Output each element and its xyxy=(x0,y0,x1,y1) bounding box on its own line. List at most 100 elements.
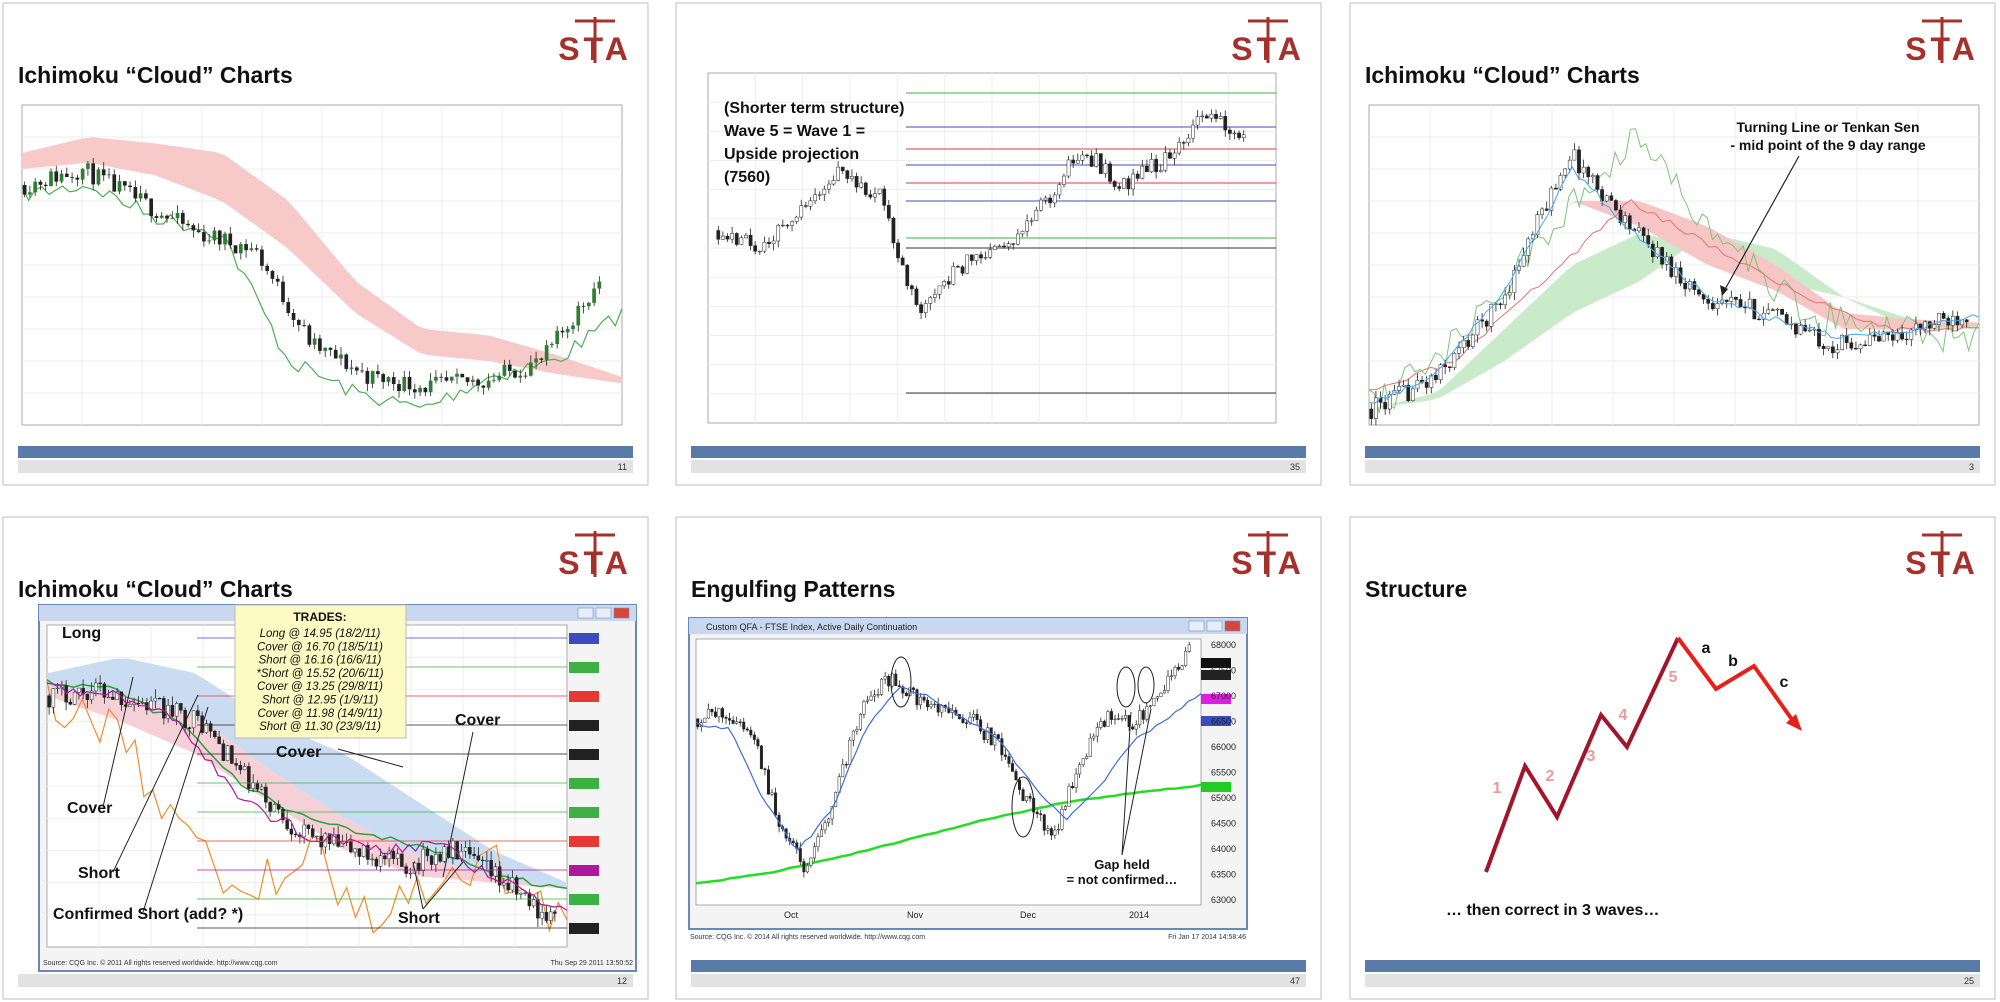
candle-body xyxy=(378,855,383,867)
candle-body xyxy=(798,848,802,862)
candle-body xyxy=(1177,142,1182,154)
cloud xyxy=(47,658,567,890)
arrow xyxy=(1121,711,1132,856)
candle-body xyxy=(1173,666,1177,677)
slide-title: Engulfing Patterns xyxy=(691,576,895,602)
logo: STA xyxy=(1231,31,1305,67)
candle-body xyxy=(873,694,877,697)
candle-body xyxy=(744,234,748,239)
wave-label: 2 xyxy=(1546,768,1555,785)
candle-body xyxy=(1158,170,1163,172)
candle-body xyxy=(270,270,275,279)
candle-body xyxy=(425,848,430,857)
page-number: 12 xyxy=(617,976,627,986)
candle-body xyxy=(140,702,145,704)
candle-body xyxy=(827,818,831,823)
candle-body xyxy=(586,302,591,307)
candle-body xyxy=(794,216,799,222)
candle-body xyxy=(400,853,404,867)
candle-body xyxy=(1088,737,1092,757)
candle-body xyxy=(204,723,209,733)
annotation: Gap held xyxy=(1094,857,1150,872)
candle-body xyxy=(217,736,221,745)
candle-body xyxy=(1006,243,1011,248)
candle-body xyxy=(225,745,230,761)
candle-body xyxy=(965,254,970,274)
candle-body xyxy=(928,297,933,304)
candle-body xyxy=(1102,721,1106,727)
price-label xyxy=(1201,716,1231,726)
candle-body xyxy=(77,687,81,693)
candle-body xyxy=(1406,384,1411,401)
candle-body xyxy=(213,731,217,738)
candle-body xyxy=(1595,175,1600,190)
indicator-line xyxy=(695,783,1202,885)
candle-body xyxy=(1835,349,1840,354)
candle-body xyxy=(1904,338,1909,341)
timestamp: Thu Sep 29 2011 13:50:52 xyxy=(551,960,633,967)
candle-body xyxy=(1701,294,1706,300)
candle-body xyxy=(1558,175,1563,190)
candle-body xyxy=(332,834,336,845)
window-title: Custom QFA - FTSE Index, Active Daily Co… xyxy=(706,622,917,632)
candle-body xyxy=(510,877,515,891)
candle-body xyxy=(1081,758,1085,765)
page-bar xyxy=(691,460,1306,473)
candle-body xyxy=(1034,210,1039,221)
candle-body xyxy=(1035,811,1039,814)
candle-body xyxy=(869,695,873,701)
price-label xyxy=(569,778,599,789)
candle-body xyxy=(904,692,908,697)
candle-body xyxy=(969,254,974,261)
candle-body xyxy=(1066,159,1071,177)
candle-body xyxy=(1877,336,1881,342)
arrow xyxy=(1722,155,1800,294)
candle-body xyxy=(1900,332,1904,340)
annotation: (7560) xyxy=(724,169,770,186)
candle-body xyxy=(117,181,122,192)
candle-body xyxy=(1232,132,1237,135)
candle-body xyxy=(465,377,470,382)
candle-body xyxy=(1071,785,1075,789)
candle-body xyxy=(972,713,976,718)
slide: STA Engulfing Patterns 47 Custom QFA - FTSE… xyxy=(675,516,1322,1000)
arrow xyxy=(412,861,424,910)
annotation: Long xyxy=(62,625,101,642)
candle-body xyxy=(1590,175,1595,178)
wave-label: a xyxy=(1702,640,1711,657)
price-label xyxy=(1201,782,1231,792)
slide-title: Ichimoku “Cloud” Charts xyxy=(18,62,293,88)
candle-body xyxy=(1729,297,1734,302)
candle-body xyxy=(550,344,554,346)
candle-body xyxy=(291,312,296,320)
candle-body xyxy=(1148,705,1152,707)
candle-body xyxy=(249,248,254,251)
candle-body xyxy=(1715,303,1720,310)
candle-body xyxy=(1109,711,1113,720)
candle-body xyxy=(170,705,175,717)
candle-body xyxy=(1204,115,1209,119)
candle-body xyxy=(922,696,926,701)
candle-body xyxy=(854,176,859,188)
candle-body xyxy=(848,739,852,765)
candle-body xyxy=(1895,332,1900,341)
logo: STA xyxy=(1905,545,1979,581)
candle-body xyxy=(1062,175,1066,185)
candle-body xyxy=(555,330,560,345)
y-tick-label: 67500 xyxy=(1211,666,1236,676)
candle-body xyxy=(523,375,528,377)
candle-body xyxy=(1946,318,1951,326)
y-tick-label: 65500 xyxy=(1211,768,1236,778)
candle-body xyxy=(1112,181,1117,187)
annotation: Turning Line or Tenkan Sen xyxy=(1736,119,1919,135)
candle-body xyxy=(412,389,417,393)
price-label xyxy=(569,749,599,760)
candle-body xyxy=(68,701,73,705)
candle-body xyxy=(470,379,475,382)
candle-body xyxy=(1155,696,1159,699)
candle-body xyxy=(1184,651,1188,667)
candle-body xyxy=(728,718,732,721)
candle-body xyxy=(1706,298,1711,304)
trade: *Short @ 15.52 (20/6/11) xyxy=(256,668,383,680)
